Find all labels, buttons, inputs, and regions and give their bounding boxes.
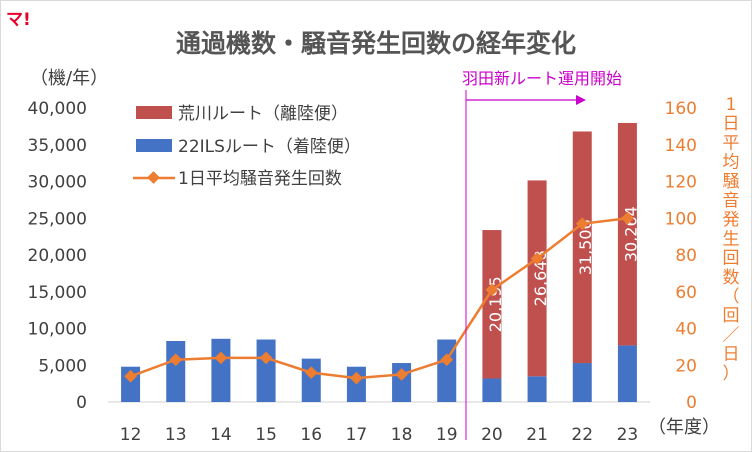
bar [617, 345, 637, 402]
right-axis-label-char: 数 [723, 268, 740, 288]
noise-point [485, 283, 499, 297]
left-tick-label: 5,000 [38, 356, 87, 376]
right-tick-label: 80 [675, 246, 697, 266]
right-tick-label: 100 [665, 209, 697, 229]
bar [482, 230, 502, 379]
right-axis-label-char: 発 [723, 210, 740, 230]
left-tick-label: 25,000 [28, 209, 87, 229]
route-start-annotation: 羽田新ルート運用開始 [462, 69, 622, 440]
x-tick-label: 18 [391, 425, 413, 445]
noise-series-line [130, 217, 628, 380]
x-tick-label: 14 [210, 425, 232, 445]
left-axis-unit: （機/年） [30, 68, 108, 89]
right-tick-label: 40 [675, 320, 697, 340]
x-tick-label: 17 [346, 425, 368, 445]
x-tick-label: 15 [255, 425, 277, 445]
x-tick-label: 20 [481, 425, 503, 445]
right-axis-ticks: 0 20 40 60 80 100 120 140 160 [665, 99, 697, 413]
left-axis-ticks: 0 5,000 10,000 15,000 20,000 25,000 30,000 35,0… [28, 99, 87, 413]
legend-label-arakawa: 荒川ルート（離陸便） [178, 104, 348, 124]
noise-point [304, 366, 318, 379]
bar-data-label: 30,264 [621, 206, 640, 262]
annotation-arrowhead [576, 95, 586, 105]
x-tick-label: 23 [617, 425, 639, 445]
x-tick-label: 19 [436, 425, 458, 445]
noise-point [214, 351, 228, 365]
left-tick-label: 40,000 [28, 99, 87, 119]
bar [572, 363, 592, 402]
right-tick-label: 0 [686, 393, 697, 413]
bar [437, 339, 457, 402]
right-tick-label: 60 [675, 283, 697, 303]
noise-point [169, 353, 183, 367]
right-axis-label-char: 回 [723, 306, 740, 326]
left-tick-label: 35,000 [28, 136, 87, 156]
left-tick-label: 10,000 [28, 320, 87, 340]
x-tick-label: 22 [571, 425, 593, 445]
right-axis-label: 1日平均騒音発生回数（回／日） [723, 95, 740, 384]
right-tick-label: 20 [675, 356, 697, 376]
right-axis-label-char: 音 [723, 191, 740, 211]
legend-label-noise: 1日平均騒音発生回数 [178, 169, 342, 189]
bar [527, 180, 547, 377]
noise-point [350, 371, 363, 385]
noise-point [440, 353, 454, 367]
bar-data-label: 20,195 [486, 276, 505, 332]
noise-point [259, 351, 273, 365]
bars [121, 122, 637, 402]
x-axis-unit: （年度） [648, 417, 720, 438]
logo-mark: マ! [6, 10, 31, 30]
left-tick-label: 0 [76, 393, 87, 413]
noise-point [395, 368, 408, 381]
right-tick-label: 120 [665, 173, 697, 193]
bar-data-label: 31,506 [576, 219, 595, 275]
left-tick-label: 20,000 [28, 246, 87, 266]
right-axis-label-char: ／ [723, 325, 740, 345]
bar [527, 376, 547, 402]
right-axis-label-char: 生 [723, 229, 740, 249]
bar [572, 131, 592, 364]
right-tick-label: 140 [665, 136, 697, 156]
bar [166, 340, 186, 402]
right-axis-label-char: 均 [723, 153, 740, 173]
right-axis-label-char: 1 [726, 95, 737, 115]
legend-label-ils: 22ILSルート（着陸便） [178, 137, 361, 157]
right-axis-label-char: 平 [723, 133, 740, 153]
x-tick-label: 16 [300, 425, 322, 445]
x-tick-label: 13 [165, 425, 187, 445]
bar-labels: 20,195 26,648 31,506 30,264 [486, 206, 641, 332]
annotation-text: 羽田新ルート運用開始 [462, 69, 622, 88]
right-axis-label-char: 回 [723, 249, 740, 269]
bar [211, 338, 231, 402]
right-tick-label: 160 [665, 99, 697, 119]
right-axis-label-char: （ [723, 287, 740, 307]
noise-point [124, 369, 137, 383]
legend-swatch-arakawa [136, 106, 172, 119]
right-axis-label-char: 日 [723, 114, 740, 134]
x-tick-label: 21 [526, 425, 548, 445]
right-axis-label-char: 騒 [723, 172, 740, 192]
left-tick-label: 15,000 [28, 283, 87, 303]
bar [301, 358, 321, 402]
bar [256, 339, 276, 402]
bar-data-label: 26,648 [531, 250, 550, 306]
legend-swatch-ils [136, 139, 172, 152]
legend: 荒川ルート（離陸便） 22ILSルート（着陸便） 1日平均騒音発生回数 [133, 104, 361, 189]
x-axis-ticks: 12 13 14 15 16 17 18 19 20 21 22 23 [120, 425, 638, 445]
right-axis-label-char: 日 [723, 345, 740, 365]
bar [617, 122, 637, 346]
bar [482, 378, 502, 402]
chart-title: 通過機数・騒音発生回数の経年変化 [176, 29, 576, 58]
legend-swatch-noise-marker [147, 171, 160, 184]
right-axis-label-char: ） [723, 364, 740, 384]
x-tick-label: 12 [120, 425, 142, 445]
left-tick-label: 30,000 [28, 173, 87, 193]
